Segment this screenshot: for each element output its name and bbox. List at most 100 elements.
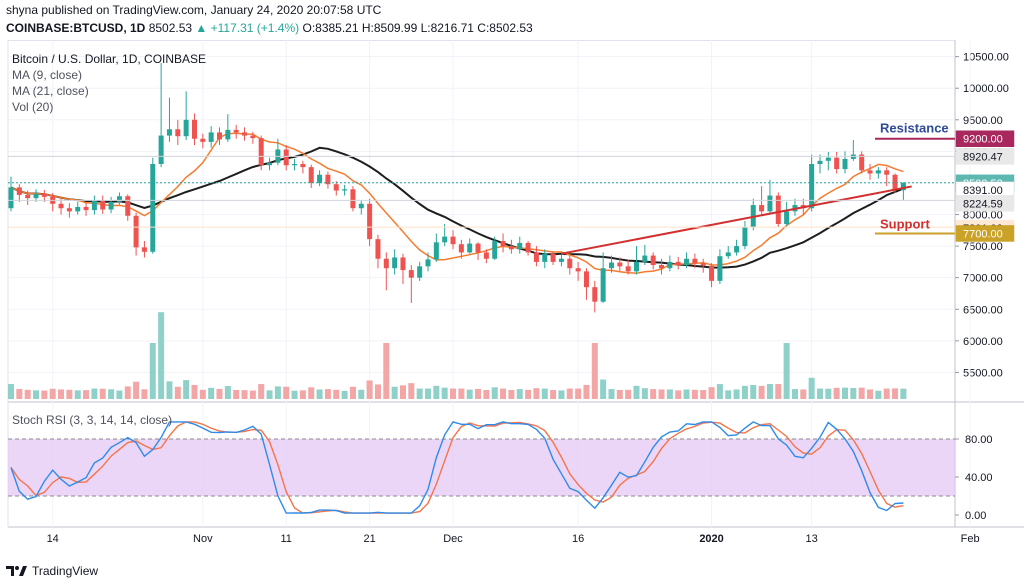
candle-body (600, 268, 606, 302)
tradingview-logo-icon (6, 566, 27, 576)
volume-bar (516, 389, 523, 399)
volume-bar (41, 390, 48, 399)
volume-bar (741, 385, 748, 399)
candle-body (558, 258, 564, 262)
candle-body (166, 129, 172, 136)
volume-bar (825, 388, 832, 399)
volume-bar (316, 389, 323, 399)
candle-body (66, 208, 72, 212)
volume-bar (850, 388, 857, 399)
volume-bar (691, 389, 698, 399)
time-tick-label: 14 (47, 533, 59, 545)
volume-bar (66, 389, 73, 399)
volume-bar (91, 388, 98, 399)
candle-body (817, 160, 823, 164)
volume-bar (458, 388, 465, 399)
volume-bar (466, 389, 473, 399)
candle-body (342, 189, 348, 191)
candle-body (475, 243, 481, 253)
publish-info: shyna published on TradingView.com, Janu… (6, 3, 382, 17)
candle-body (450, 236, 456, 245)
volume-bar (166, 381, 173, 399)
candle-body (550, 253, 556, 262)
chart-area[interactable]: 5500.00 6000.00 6500.00 7000.00 7500.00 8000.… (0, 40, 1024, 560)
time-tick-label: 13 (806, 533, 818, 545)
candle-body (392, 257, 398, 269)
price-tag: 8224.59 (955, 195, 1015, 212)
price-tick-label: 7000.00 (963, 273, 1003, 285)
footer-brand[interactable]: TradingView (6, 564, 98, 578)
candle-body (308, 167, 314, 183)
volume-bar (766, 384, 773, 399)
candle-body (108, 201, 114, 210)
candle-body (350, 189, 356, 209)
candle-body (700, 263, 706, 266)
volume-bar (124, 386, 131, 399)
candle-body (225, 129, 231, 140)
volume-bar (108, 389, 115, 399)
price-chart[interactable]: 5500.00 6000.00 6500.00 7000.00 7500.00 8000.… (0, 40, 1024, 555)
candle-body (125, 196, 131, 216)
price-tick-label: 10000.00 (963, 83, 1009, 95)
volume-bar (900, 388, 907, 399)
candle-body (458, 244, 464, 253)
candle-body (892, 174, 898, 190)
volume-bar (625, 389, 632, 399)
volume-bar (858, 387, 865, 399)
volume-bar (658, 389, 665, 399)
candle-body (200, 138, 206, 142)
candle-body (8, 187, 14, 209)
price-tag-label: 7700.00 (963, 228, 1003, 240)
volume-bar (149, 343, 156, 399)
candle-body (725, 252, 731, 257)
time-tick-label: 11 (281, 533, 292, 545)
price-tick-label: 6000.00 (963, 336, 1003, 348)
quote-line: COINBASE:BTCUSD, 1D 8502.53 ▲ +117.31 (+… (6, 21, 533, 35)
volume-bar (358, 389, 365, 399)
support-label: Support (880, 216, 930, 231)
volume-bar (716, 384, 723, 399)
price-tag-label: 8224.59 (963, 198, 1003, 210)
volume-bar (374, 384, 381, 399)
volume-bar (191, 384, 198, 399)
candle-body (709, 265, 715, 281)
candle-body (467, 243, 473, 253)
candle-body (141, 247, 147, 252)
candle-body (533, 252, 539, 262)
candle-body (834, 157, 840, 170)
volume-bar (116, 390, 123, 399)
volume-bar (266, 390, 273, 399)
stoch-rsi-d-line (10, 421, 904, 514)
candle-body (333, 184, 339, 191)
candle-body (175, 129, 181, 137)
candle-body (775, 195, 781, 224)
volume-bar (892, 388, 899, 399)
candle-body (717, 256, 723, 281)
price-tick-label: 6500.00 (963, 304, 1003, 316)
candle-body (417, 266, 423, 278)
candle-body (116, 196, 122, 202)
volume-bar (500, 388, 507, 399)
volume-bar (591, 343, 598, 399)
candle-body (583, 271, 589, 288)
time-tick-label: 21 (363, 533, 375, 545)
candle-body (784, 211, 790, 224)
candle-body (809, 164, 815, 209)
volume-bar (158, 312, 165, 399)
candle-body (567, 258, 573, 269)
volume-bar (875, 390, 882, 399)
volume-bar (216, 388, 223, 399)
candle-body (742, 227, 748, 247)
volume-bar (441, 387, 448, 399)
volume-bar (141, 389, 148, 399)
volume-bar (174, 386, 181, 399)
last-price: 8502.53 (148, 21, 193, 35)
volume-bar (675, 390, 682, 399)
candle-body (58, 203, 64, 209)
volume-bar (233, 390, 240, 399)
price-tick-label: 8000.00 (963, 210, 1003, 222)
candle-body (592, 287, 598, 302)
candle-body (83, 206, 89, 211)
volume-bar (650, 389, 657, 399)
stoch-rsi-k-line (10, 421, 904, 514)
